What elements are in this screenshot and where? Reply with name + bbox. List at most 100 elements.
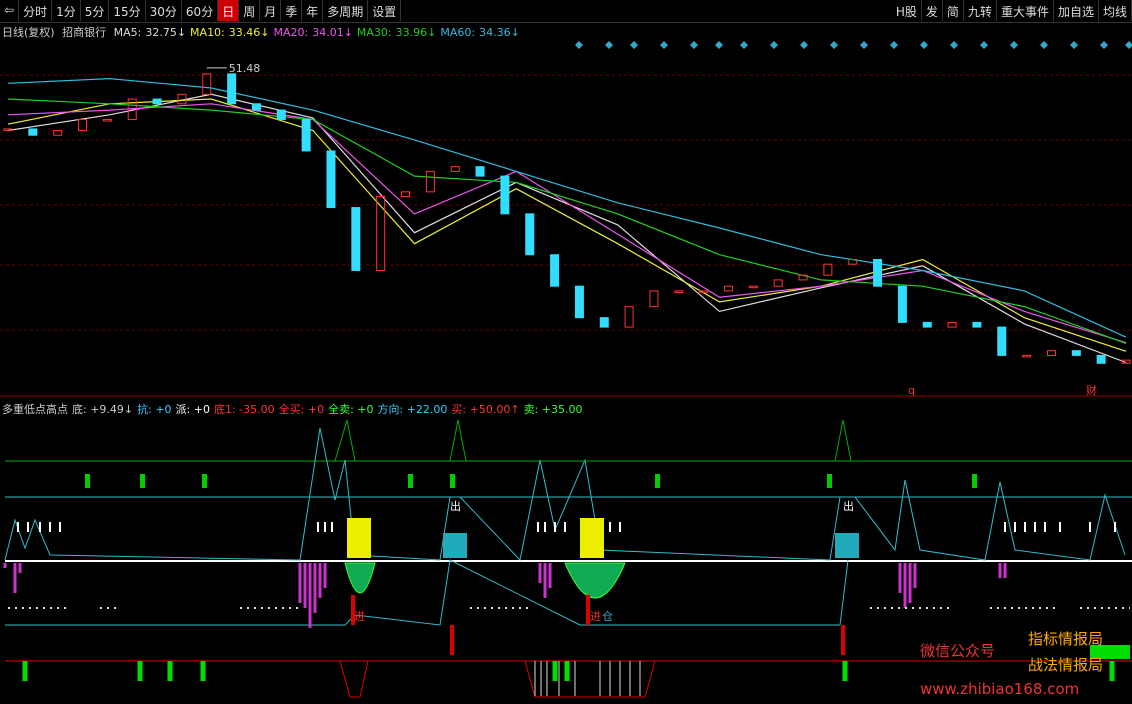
signal-block — [1090, 645, 1130, 659]
candle — [823, 263, 833, 276]
peak-label: 51.48 — [229, 62, 261, 75]
candle — [599, 317, 609, 328]
candle — [53, 130, 63, 136]
signal-bar — [827, 474, 832, 488]
candle — [152, 98, 162, 105]
watermark: 微信公众号 — [920, 642, 996, 660]
indicator-legend-item: 买: +50.00↑ — [451, 403, 520, 416]
tool-button[interactable]: 周 — [239, 0, 261, 21]
signal-bar — [972, 474, 977, 488]
marker-label: q — [908, 384, 915, 397]
candle — [202, 73, 212, 95]
candle — [301, 118, 311, 152]
watermark: 战法情报局 — [1028, 656, 1104, 674]
candle — [674, 290, 684, 293]
ma-line — [7, 103, 1127, 344]
tool-button[interactable]: 季 — [281, 0, 303, 21]
candle — [102, 118, 112, 122]
tool-button[interactable]: 日 — [218, 0, 240, 21]
signal-bar — [22, 661, 1115, 681]
candle — [351, 207, 361, 271]
candle — [922, 321, 932, 328]
tool-button[interactable]: 5分 — [81, 0, 110, 21]
candle — [699, 290, 709, 293]
indicator-legend-item: 全买: +0 — [278, 403, 325, 416]
tool-button[interactable]: 均线 — [1099, 0, 1132, 21]
tool-button[interactable]: 60分 — [182, 0, 219, 21]
signal-block — [835, 533, 859, 558]
candle — [649, 290, 659, 308]
signal-block — [443, 533, 467, 558]
signal-bar — [408, 474, 413, 488]
tool-button[interactable]: 分时 — [19, 0, 53, 21]
tool-button[interactable]: 多周期 — [323, 0, 369, 21]
legend-name: MA60: — [440, 26, 476, 39]
marker-label: 出 — [843, 499, 854, 513]
candle — [1022, 354, 1032, 358]
tool-button[interactable]: 30分 — [146, 0, 182, 21]
toolbar-right: H股 发 简 九转 重大事件 加自选 均线 — [892, 0, 1132, 21]
indicator-legend-item: 底1: -35.00 — [213, 403, 275, 416]
marker-label: 进 — [354, 610, 365, 623]
candle — [748, 285, 758, 289]
indicator-line — [5, 559, 849, 626]
tool-button[interactable]: 设置 — [368, 0, 402, 21]
candle — [848, 258, 858, 265]
candle — [773, 279, 783, 287]
histogram — [3, 563, 1007, 628]
ma-line — [7, 93, 1127, 364]
tool-button[interactable]: 1分 — [52, 0, 81, 21]
candle — [500, 175, 510, 215]
legend-label: 日线(复权) — [2, 26, 55, 39]
signal-bar — [351, 595, 845, 655]
indicator-line — [4, 427, 1126, 562]
tool-button[interactable]: 加自选 — [1054, 0, 1099, 21]
candle — [873, 258, 883, 287]
candle — [127, 98, 137, 120]
indicator-legend-item: 派: +0 — [175, 403, 210, 416]
indicator-panel — [3, 419, 1132, 698]
tool-button[interactable]: 简 — [943, 0, 964, 21]
signal-block — [347, 518, 371, 558]
legend-label: 招商银行 — [62, 26, 107, 39]
indicator-legend: 多重低点高点 底: +9.49↓ 抗: +0 派: +0 底1: -35.00 全买: +… — [2, 401, 586, 417]
event-markers — [575, 41, 1132, 49]
tool-button[interactable]: 九转 — [964, 0, 997, 21]
legend-value: 33.46↓ — [228, 26, 270, 39]
candle — [798, 274, 808, 281]
signal-bar — [534, 661, 641, 696]
candle — [401, 191, 411, 198]
tool-button[interactable]: 15分 — [109, 0, 146, 21]
marker-label: 财 — [1086, 383, 1097, 397]
legend-name: MA30: — [356, 26, 392, 39]
legend-name: MA10: — [190, 26, 225, 39]
tool-button[interactable]: H股 — [892, 0, 922, 21]
tool-button[interactable]: 重大事件 — [997, 0, 1054, 21]
tool-button[interactable]: 发 — [922, 0, 943, 21]
tool-button[interactable]: 月 — [260, 0, 282, 21]
legend-value: 32.75↓ — [145, 26, 187, 39]
candle — [78, 118, 88, 131]
candle — [326, 150, 336, 209]
tick-row — [17, 522, 1116, 532]
legend-name: MA5: — [113, 26, 142, 39]
indicator-legend-item: 抗: +0 — [137, 403, 172, 416]
candle — [251, 103, 261, 111]
candle — [525, 213, 535, 256]
signal-bar — [140, 474, 145, 488]
candle — [897, 285, 907, 323]
candle — [3, 128, 13, 131]
indicator-legend-item: 方向: +22.00 — [377, 403, 448, 416]
ma-line — [7, 98, 1127, 344]
candle — [28, 128, 38, 136]
legend-value: 34.36↓ — [479, 26, 520, 39]
candle — [475, 166, 485, 177]
marker-label: 出 — [450, 499, 461, 513]
watermark: 指标情报局 — [1028, 630, 1104, 648]
tool-button[interactable]: ⇦ — [0, 0, 20, 21]
candle — [227, 73, 237, 105]
tool-button[interactable]: 年 — [302, 0, 324, 21]
panel-grid — [0, 74, 1132, 331]
